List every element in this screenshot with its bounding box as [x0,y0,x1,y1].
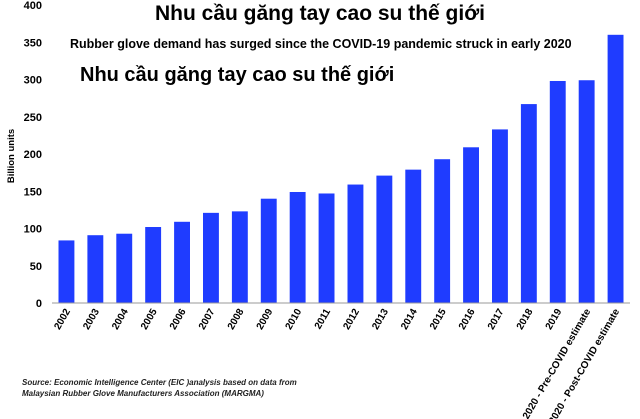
bar-2006 [174,221,190,303]
x-tick-label: 2014 [399,307,420,332]
x-tick-label: 2016 [457,307,478,332]
x-tick-label: 2006 [168,307,189,332]
x-tick-label: 2013 [370,307,391,332]
y-tick-label: 50 [30,261,42,273]
y-tick-label: 0 [36,298,42,310]
x-tick-label: 2017 [486,307,507,332]
x-tick-label: 2005 [139,307,160,332]
x-tick-label: 2004 [110,307,131,332]
bar-2020-pre-covid-estimate [578,80,595,304]
bar-2013 [376,175,393,303]
y-axis-label: Billion units [6,129,17,183]
bar-2014 [405,169,422,303]
x-tick-label: 2002 [52,307,73,332]
y-tick-label: 350 [24,37,42,49]
bar-2008 [231,211,248,303]
x-tick-label: 2003 [81,307,102,332]
x-axis: 2002 2003 2004 2005 2006 2007 2008 2009 2010 2011… [52,307,622,419]
y-tick-label: 150 [24,186,42,198]
bar-2011 [318,193,335,303]
bar-2019 [549,80,566,304]
bar-2005 [145,227,162,303]
x-tick-label: 2009 [255,307,276,332]
x-tick-label: 2010 [284,307,305,332]
y-tick-label: 250 [24,112,42,124]
y-tick-label: 200 [24,149,42,161]
x-tick-label: 2012 [341,307,362,332]
bar-2004 [116,233,133,303]
x-tick-label: 2011 [313,307,334,332]
y-tick-label: 400 [24,0,42,12]
x-tick-label: 2019 [544,307,565,332]
bars [58,34,624,304]
x-tick-label: 2018 [515,307,536,332]
bar-2017 [492,129,508,303]
bar-2012 [347,184,364,303]
y-axis: 0 50 100 150 200 250 300 350 400 [24,0,42,310]
bar-2010 [289,191,306,303]
bar-2003 [87,235,104,303]
y-tick-label: 100 [24,224,42,236]
bar-2015 [434,159,451,303]
bar-2009 [260,198,277,303]
y-tick-label: 300 [24,75,42,87]
x-tick-label: 2008 [226,307,247,332]
bar-2020-post-covid-estimate [607,34,624,304]
bar-2007 [203,212,219,303]
bar-2018 [520,104,537,304]
bar-2016 [463,147,479,303]
bar-2002 [58,240,75,303]
x-tick-label: 2007 [197,307,218,332]
x-tick-label: 2015 [428,307,449,332]
